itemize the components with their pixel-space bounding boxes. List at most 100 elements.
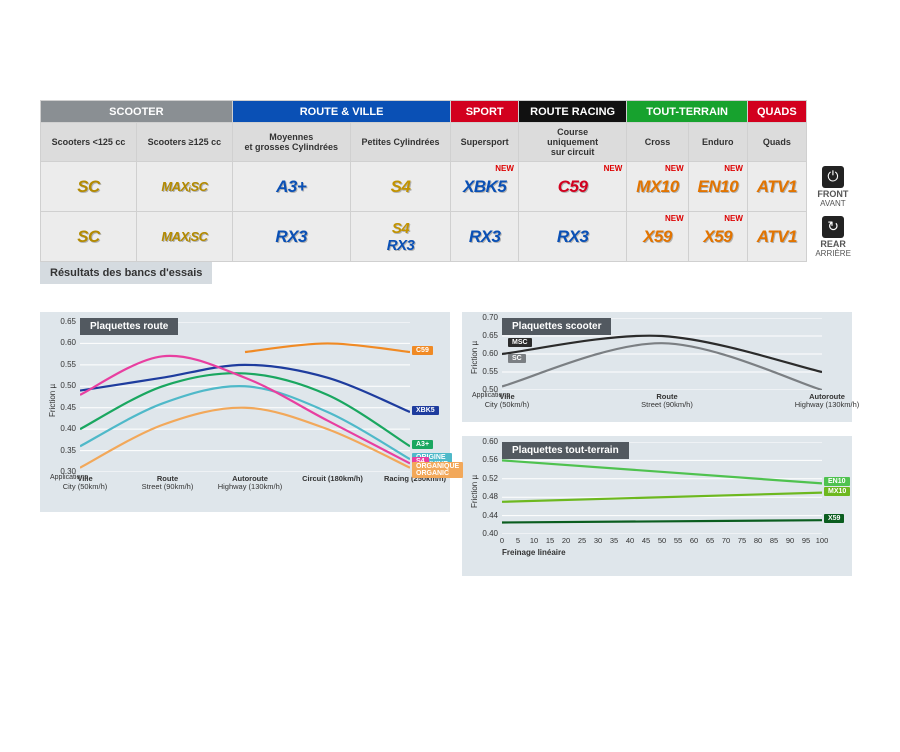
y-tick: 0.40 — [48, 424, 76, 433]
series-tag: SC — [508, 354, 526, 363]
product-cell: XBK5NEW — [451, 162, 519, 212]
x-tick: 10 — [526, 537, 542, 545]
chart-scooter: Plaquettes scooterFriction µ0.500.550.60… — [462, 312, 852, 422]
x-tick: 45 — [638, 537, 654, 545]
series-tag: A3+ — [412, 440, 433, 449]
chart-title: Plaquettes scooter — [502, 318, 611, 335]
series-line — [245, 343, 410, 352]
x-tick: 30 — [590, 537, 606, 545]
category-header: SPORT — [451, 101, 519, 123]
series-line — [502, 343, 822, 390]
power-icon: ⏻ — [822, 166, 844, 188]
subcategory-header: Scooters <125 cc — [41, 123, 137, 162]
series-line — [502, 520, 822, 522]
x-tick: 55 — [670, 537, 686, 545]
x-tick: 100 — [814, 537, 830, 545]
y-tick: 0.70 — [470, 313, 498, 322]
product-cell: SC — [41, 212, 137, 262]
applications-label: Applications — [472, 392, 510, 399]
x-tick: 80 — [750, 537, 766, 545]
category-header: ROUTE & VILLE — [232, 101, 451, 123]
x-tick: 0 — [494, 537, 510, 545]
y-tick: 0.50 — [48, 381, 76, 390]
series-tag: MSC — [508, 338, 532, 347]
product-cell: X59NEW — [688, 212, 747, 262]
subcategory-header: Petites Cylindrées — [350, 123, 451, 162]
x-tick: AutorouteHighway (130km/h) — [215, 475, 285, 492]
y-tick: 0.60 — [470, 349, 498, 358]
x-tick: 40 — [622, 537, 638, 545]
section-title: Résultats des bancs d'essais — [40, 262, 212, 284]
product-cell: SC — [41, 162, 137, 212]
product-cell: MX10NEW — [627, 162, 688, 212]
category-header: TOUT-TERRAIN — [627, 101, 748, 123]
x-tick: 70 — [718, 537, 734, 545]
product-category-table: SCOOTERROUTE & VILLESPORTROUTE RACINGTOU… — [40, 100, 860, 262]
front-indicator: ⏻FRONTAVANT — [806, 162, 859, 212]
x-tick: 90 — [782, 537, 798, 545]
x-tick: AutorouteHighway (130km/h) — [792, 393, 862, 410]
x-tick: 85 — [766, 537, 782, 545]
chart-offroad: Plaquettes tout-terrainFriction µ0.400.4… — [462, 436, 852, 576]
category-header: QUADS — [747, 101, 806, 123]
product-cell: RX3 — [232, 212, 350, 262]
x-tick: RouteStreet (90km/h) — [632, 393, 702, 410]
y-tick: 0.52 — [470, 474, 498, 483]
rear-indicator: ↻REARARRIÈRE — [806, 212, 859, 262]
x-tick: 20 — [558, 537, 574, 545]
x-tick: 50 — [654, 537, 670, 545]
x-tick: 25 — [574, 537, 590, 545]
product-cell: EN10NEW — [688, 162, 747, 212]
y-tick: 0.35 — [48, 446, 76, 455]
subcategory-header: Quads — [747, 123, 806, 162]
product-cell: S4 — [350, 162, 451, 212]
y-tick: 0.65 — [48, 317, 76, 326]
series-tag: EN10 — [824, 477, 850, 486]
subcategory-header: Moyenneset grosses Cylindrées — [232, 123, 350, 162]
x-tick: 35 — [606, 537, 622, 545]
series-line — [80, 386, 410, 459]
subcategory-header: Enduro — [688, 123, 747, 162]
y-tick: 0.45 — [48, 403, 76, 412]
x-tick: 15 — [542, 537, 558, 545]
series-tag: XBK5 — [412, 406, 439, 415]
x-tick: Circuit (180km/h) — [298, 475, 368, 483]
chart-title: Plaquettes tout-terrain — [502, 442, 629, 459]
y-tick: 0.44 — [470, 511, 498, 520]
series-line — [80, 365, 410, 412]
subcategory-header: Courseuniquementsur circuit — [518, 123, 626, 162]
subcategory-header: Cross — [627, 123, 688, 162]
product-cell: A3+ — [232, 162, 350, 212]
x-tick: 5 — [510, 537, 526, 545]
x-tick: 65 — [702, 537, 718, 545]
y-tick: 0.60 — [470, 437, 498, 446]
product-cell: ATV1 — [747, 162, 806, 212]
series-tag: ORGANIQUEORGANIC — [412, 462, 463, 478]
applications-label: Applications — [50, 474, 88, 481]
x-axis-label: Freinage linéaire — [502, 548, 566, 557]
reload-icon: ↻ — [822, 216, 844, 238]
category-header: SCOOTER — [41, 101, 233, 123]
product-cell: X59NEW — [627, 212, 688, 262]
product-cell: C59NEW — [518, 162, 626, 212]
y-tick: 0.65 — [470, 331, 498, 340]
product-cell: MAXᵢSC — [137, 212, 233, 262]
x-tick: 60 — [686, 537, 702, 545]
product-cell: ATV1 — [747, 212, 806, 262]
y-tick: 0.56 — [470, 455, 498, 464]
chart-title: Plaquettes route — [80, 318, 178, 335]
series-tag: C59 — [412, 346, 433, 355]
series-tag: X59 — [824, 514, 844, 523]
product-cell: S4RX3 — [350, 212, 451, 262]
series-line — [80, 373, 410, 446]
category-header: ROUTE RACING — [518, 101, 626, 123]
series-line — [502, 460, 822, 483]
product-cell: RX3 — [451, 212, 519, 262]
subcategory-header: Scooters ≥125 cc — [137, 123, 233, 162]
x-tick: 75 — [734, 537, 750, 545]
chart-route: Plaquettes routeFriction µ0.300.350.400.… — [40, 312, 450, 512]
product-cell: MAXᵢSC — [137, 162, 233, 212]
product-cell: RX3 — [518, 212, 626, 262]
subcategory-header: Supersport — [451, 123, 519, 162]
series-tag: MX10 — [824, 487, 850, 496]
